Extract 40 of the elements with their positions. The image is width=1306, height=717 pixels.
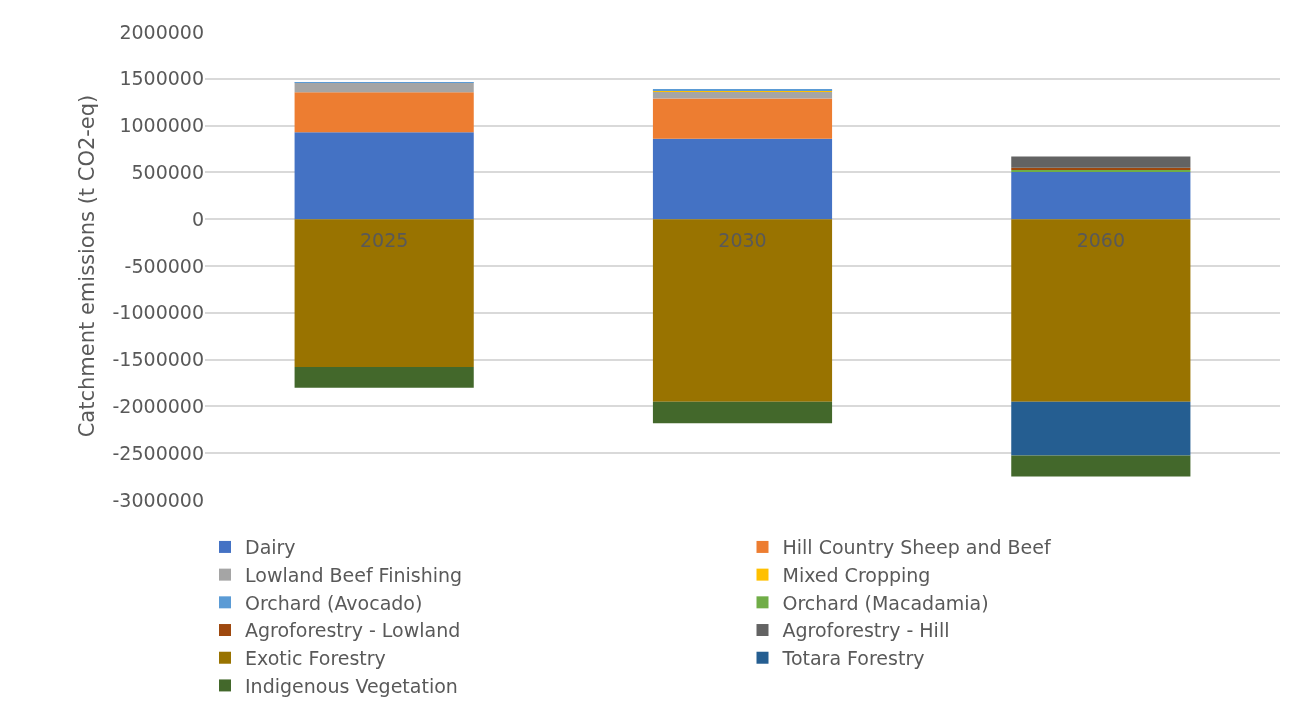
y-tick-label: -1500000 bbox=[112, 348, 204, 371]
bar bbox=[294, 367, 474, 388]
bar bbox=[652, 98, 833, 139]
y-tick-label: 500000 bbox=[131, 161, 204, 184]
bar bbox=[652, 138, 833, 220]
legend-label: Agroforestry - Hill bbox=[782, 619, 950, 642]
y-tick-label: 1500000 bbox=[119, 67, 204, 90]
y-tick-label: -500000 bbox=[124, 254, 204, 277]
legend-label: Agroforestry - Lowland bbox=[245, 619, 461, 642]
bar bbox=[294, 82, 474, 93]
bar bbox=[1011, 401, 1191, 456]
legend-label: Mixed Cropping bbox=[782, 564, 931, 587]
y-tick-label: -2000000 bbox=[112, 395, 204, 418]
legend-label: Lowland Beef Finishing bbox=[245, 564, 463, 587]
legend-label: Orchard (Avocado) bbox=[245, 591, 423, 614]
bar bbox=[294, 132, 474, 220]
y-tick-label: 2000000 bbox=[119, 20, 204, 43]
y-tick-label: -1000000 bbox=[112, 301, 204, 324]
legend-label: Orchard (Macadamia) bbox=[782, 591, 989, 614]
x-tick-label: 2030 bbox=[718, 229, 767, 252]
bar bbox=[652, 219, 833, 402]
legend-label: Totara Forestry bbox=[781, 647, 925, 670]
legend-label: Exotic Forestry bbox=[245, 647, 386, 670]
y-tick-label: 0 bbox=[191, 207, 204, 230]
y-tick-label: 1000000 bbox=[119, 114, 204, 137]
y-axis-title: Catchment emissions (t CO2-eq) bbox=[74, 94, 99, 438]
bar bbox=[294, 219, 474, 368]
bar bbox=[1011, 171, 1191, 220]
x-tick-label: 2025 bbox=[359, 229, 409, 252]
y-tick-label: -2500000 bbox=[112, 441, 204, 464]
bar bbox=[652, 401, 833, 424]
legend-label: Hill Country Sheep and Beef bbox=[782, 536, 1052, 559]
x-tick-label: 2060 bbox=[1076, 229, 1126, 252]
legend-label: Indigenous Vegetation bbox=[245, 674, 458, 697]
legend-label: Dairy bbox=[245, 536, 296, 559]
bar bbox=[294, 92, 474, 133]
bar bbox=[1011, 156, 1191, 168]
bar bbox=[1011, 219, 1191, 402]
bar bbox=[1011, 455, 1191, 477]
y-tick-label: -3000000 bbox=[112, 488, 204, 511]
